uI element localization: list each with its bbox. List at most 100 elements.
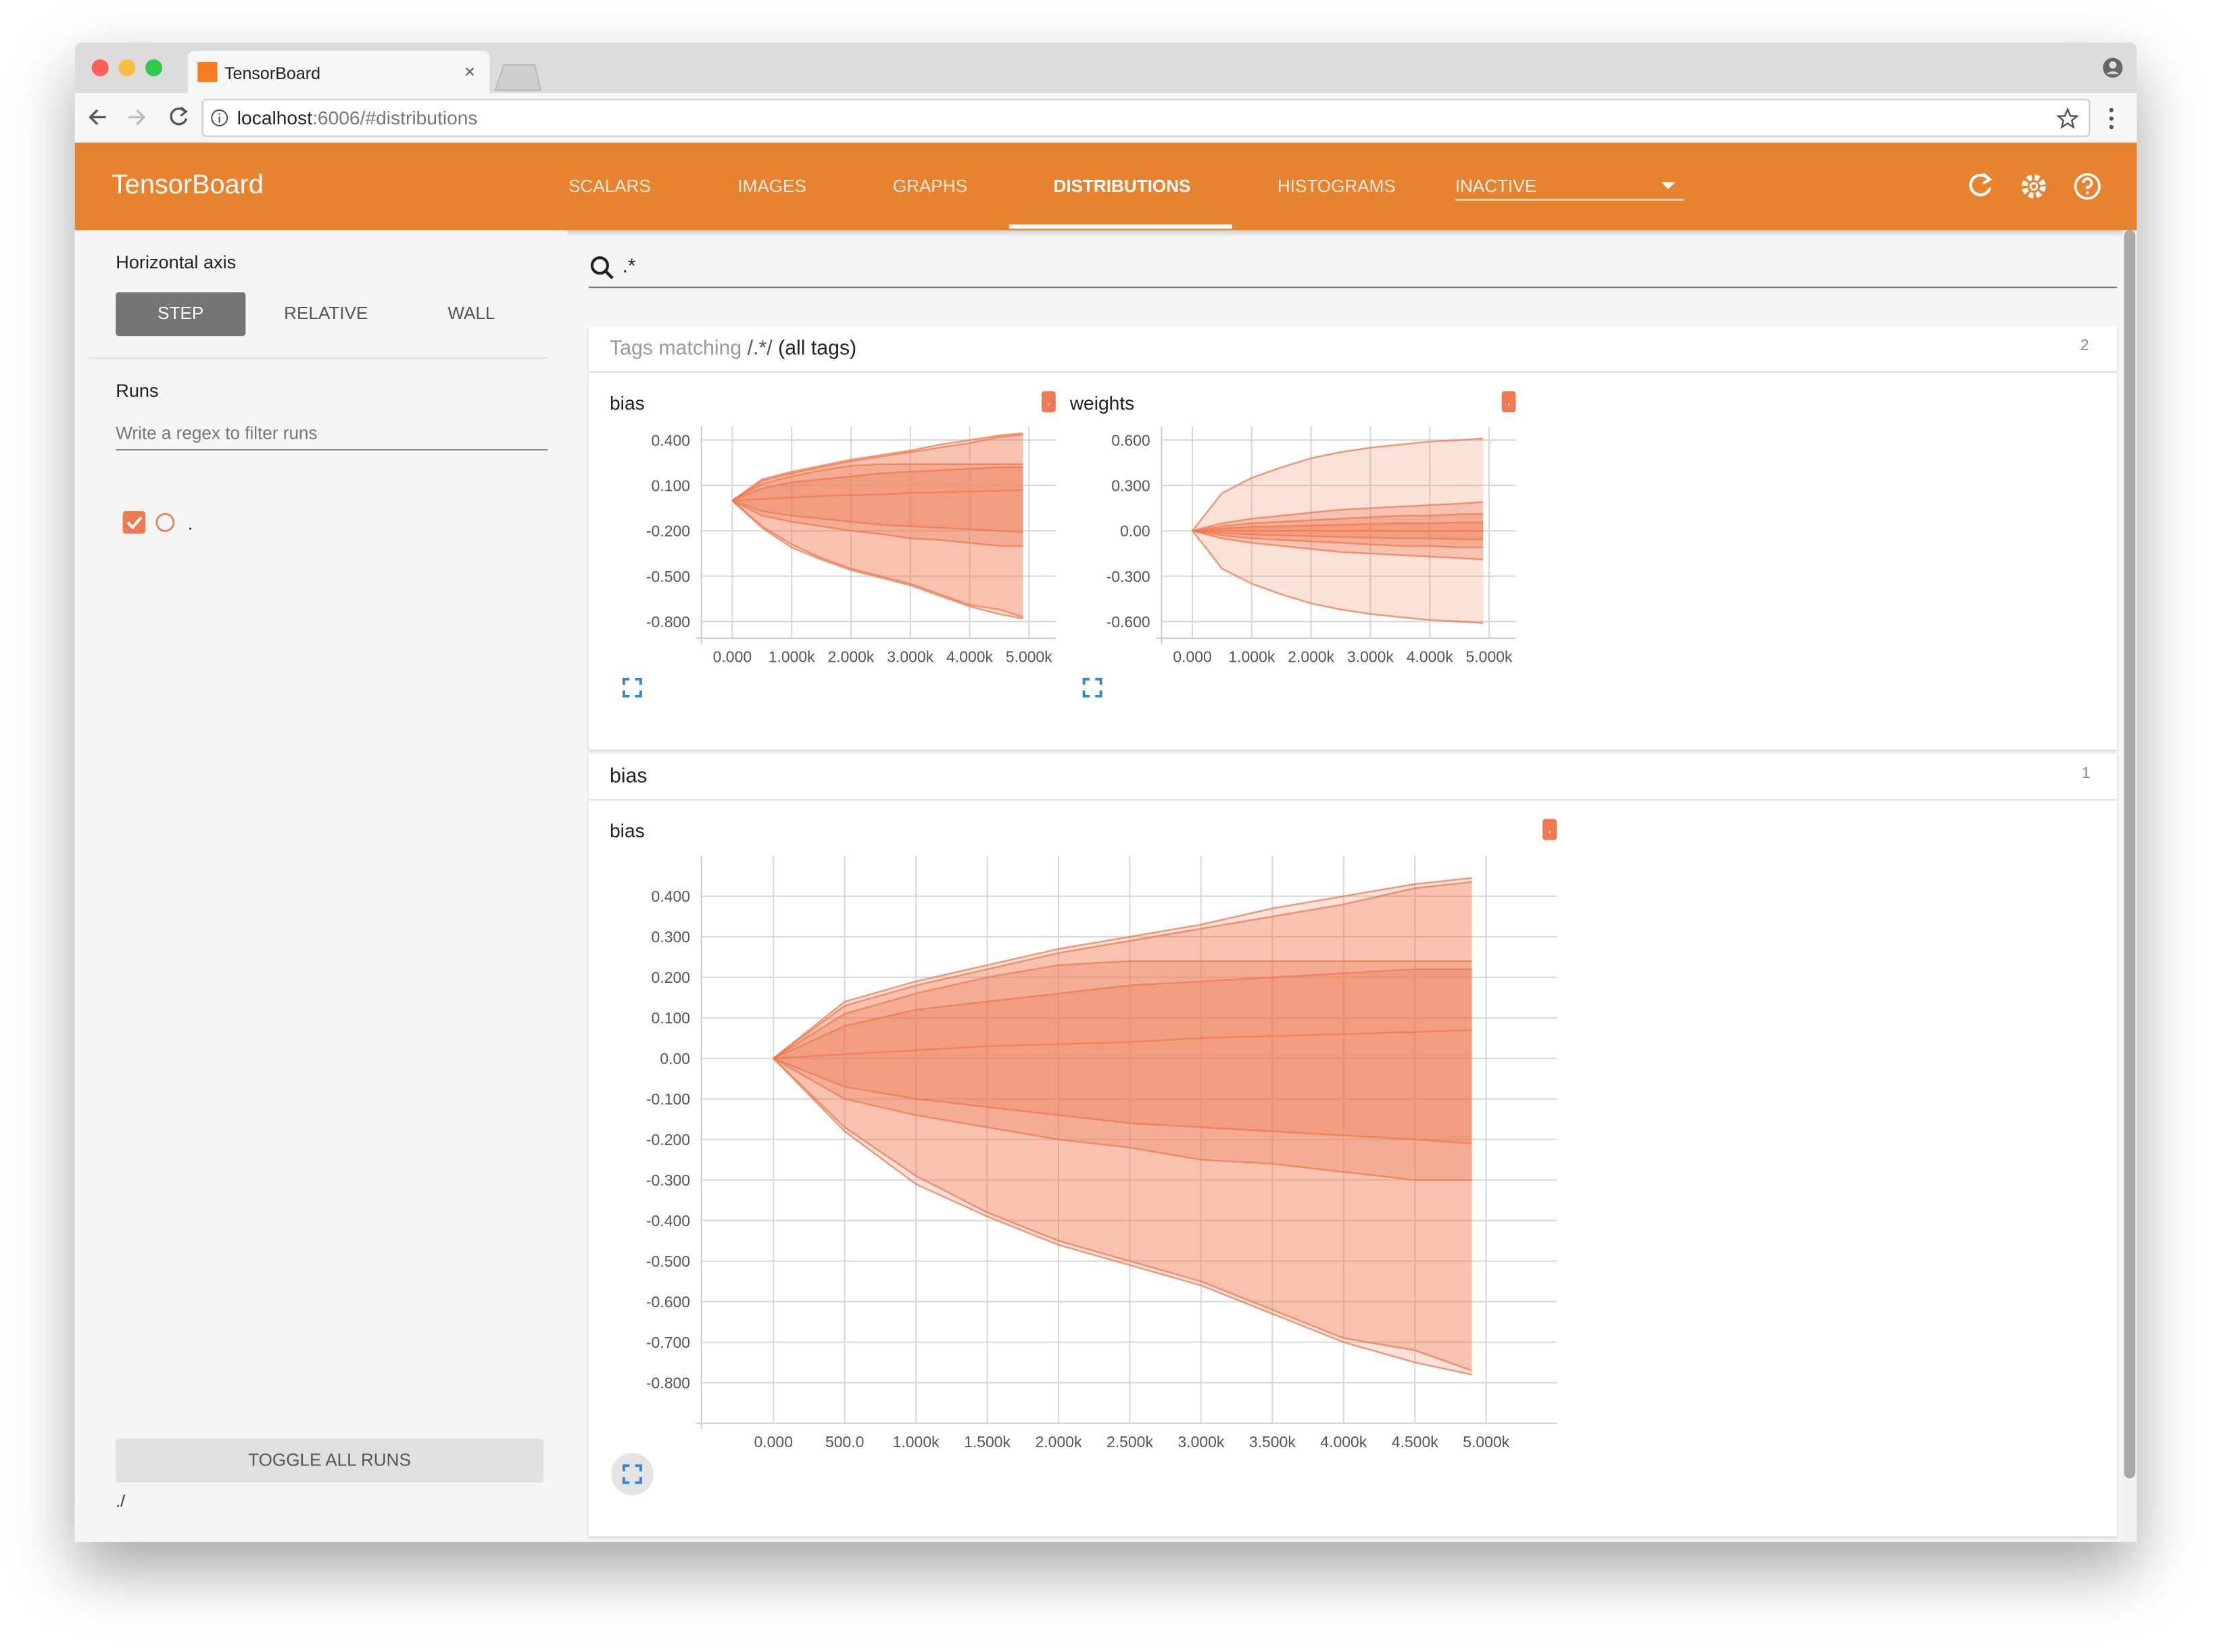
y-tick-label: -0.400 — [646, 1212, 690, 1230]
window-controls[interactable] — [86, 57, 170, 79]
y-tick-label: -0.600 — [646, 1293, 690, 1311]
run-badge-label: . — [1046, 391, 1050, 409]
divider — [87, 357, 550, 359]
expand-icon[interactable] — [623, 1464, 642, 1484]
percentile-line — [773, 1057, 1472, 1181]
profile-icon[interactable] — [2101, 57, 2124, 79]
percentile-line — [773, 960, 1472, 1059]
scroll-thumb[interactable] — [2124, 230, 2136, 1479]
x-tick-label: 5.000k — [1466, 648, 1513, 666]
y-tick-label: 0.400 — [652, 431, 690, 449]
section-body — [588, 800, 2117, 1536]
menu-icon[interactable] — [2107, 106, 2116, 132]
nav-tab[interactable]: SCALARS — [568, 176, 651, 197]
url-box[interactable]: localhost:6006/#distributions — [201, 99, 2091, 137]
tab-close[interactable]: × — [464, 60, 475, 82]
toggle-all-runs[interactable]: TOGGLE ALL RUNS — [116, 1438, 543, 1483]
run-badge — [1501, 391, 1516, 412]
url-host: localhost — [237, 107, 313, 129]
distribution-band — [732, 433, 1023, 619]
distribution-band — [773, 969, 1472, 1144]
favicon — [197, 62, 218, 82]
y-tick-label: -0.800 — [646, 613, 690, 631]
x-tick-label: 4.500k — [1392, 1433, 1438, 1451]
section-title: Tags matching /.*/ (all tags) — [610, 337, 856, 360]
chart-title: weights — [1069, 392, 1135, 414]
y-tick-label: 0.00 — [1120, 523, 1150, 540]
dropdown-caret — [1661, 182, 1676, 189]
y-tick-label: 0.400 — [652, 888, 690, 905]
expand-button-bg — [611, 1453, 654, 1496]
percentile-line — [773, 968, 1472, 1059]
percentile-line — [1192, 437, 1484, 532]
axis-option[interactable]: WALL — [447, 303, 495, 324]
distribution-band — [732, 464, 1023, 546]
x-tick-label: 5.000k — [1006, 648, 1052, 666]
nav-buttons[interactable] — [86, 105, 199, 130]
distribution-band — [773, 877, 1472, 1375]
expand-icon[interactable] — [623, 677, 642, 698]
x-tick-label: 2.000k — [827, 648, 874, 666]
app-title: TensorBoard — [111, 170, 264, 201]
percentile-line — [773, 1057, 1473, 1371]
run-filter[interactable]: Write a regex to filter runs — [116, 419, 548, 451]
y-tick-label: 0.300 — [1111, 477, 1150, 494]
x-tick-label: 2.000k — [1036, 1433, 1082, 1451]
percentile-line — [1192, 530, 1484, 561]
x-tick-label: 4.000k — [1407, 648, 1453, 666]
search-input[interactable]: .* — [622, 254, 636, 277]
percentile-line — [773, 1057, 1472, 1144]
y-tick-label: 0.100 — [652, 477, 690, 494]
y-tick-label: -0.700 — [646, 1334, 690, 1351]
run-toggle[interactable] — [122, 510, 178, 535]
nav-tab[interactable]: GRAPHS — [892, 176, 968, 197]
nav-tab[interactable]: IMAGES — [737, 176, 806, 197]
y-tick-label: -0.600 — [1106, 613, 1150, 631]
percentile-line — [731, 500, 1023, 533]
y-tick-label: -0.200 — [646, 523, 690, 540]
x-tick-label: 1.500k — [964, 1433, 1011, 1451]
percentile-line — [731, 466, 1023, 502]
nav-tab-active[interactable]: DISTRIBUTIONS — [1053, 176, 1191, 197]
inactive-dropdown[interactable]: INACTIVE — [1455, 174, 1684, 201]
address-bar: localhost:6006/#distributions — [74, 93, 2137, 145]
section-body — [588, 372, 2117, 750]
logdir: ./ — [116, 1490, 126, 1511]
percentile-line — [773, 1057, 1472, 1376]
new-tab[interactable] — [493, 62, 543, 93]
x-tick-label: 5.000k — [1463, 1433, 1509, 1451]
tab-title: TensorBoard — [224, 64, 321, 84]
x-tick-label: 3.500k — [1249, 1433, 1296, 1451]
x-tick-label: 3.000k — [887, 648, 933, 666]
x-tick-label: 3.000k — [1177, 1433, 1224, 1451]
bookmark-star[interactable] — [2056, 107, 2079, 130]
distribution-band — [773, 881, 1472, 1371]
url-path: :6006/#distributions — [312, 107, 478, 129]
run-badge — [1041, 391, 1056, 412]
url: localhost:6006/#distributions — [237, 107, 478, 128]
x-tick-label: 0.000 — [1173, 648, 1211, 666]
y-tick-label: -0.300 — [646, 1171, 690, 1189]
browser-window: TensorBoard × localhost:6006/#distributi… — [74, 42, 2137, 1542]
axis-option[interactable]: RELATIVE — [284, 303, 368, 324]
section-header[interactable]: bias 1 — [588, 754, 2117, 800]
percentile-line — [1192, 501, 1484, 532]
section-count: 2 — [2080, 337, 2089, 355]
y-tick-label: -0.100 — [646, 1090, 690, 1108]
dropdown-label: INACTIVE — [1455, 176, 1537, 197]
distribution-band — [773, 961, 1472, 1180]
x-tick-label: 1.000k — [893, 1433, 940, 1451]
nav-tab[interactable]: HISTOGRAMS — [1277, 176, 1396, 197]
percentile-line — [773, 1029, 1472, 1060]
scrollbar[interactable] — [2122, 230, 2137, 1542]
y-tick-label: -0.500 — [646, 1253, 690, 1270]
section-header[interactable]: Tags matching /.*/ (all tags) 2 — [588, 326, 2117, 372]
expand-icon[interactable] — [1082, 677, 1102, 698]
percentile-line — [773, 877, 1472, 1059]
percentile-line — [731, 500, 1023, 618]
axis-option-selected[interactable]: STEP — [116, 292, 246, 337]
browser-tab[interactable]: TensorBoard × — [187, 51, 490, 93]
percentile-line — [1192, 530, 1484, 549]
header-icons[interactable] — [1966, 171, 2108, 202]
x-tick-label: 1.000k — [769, 648, 815, 666]
